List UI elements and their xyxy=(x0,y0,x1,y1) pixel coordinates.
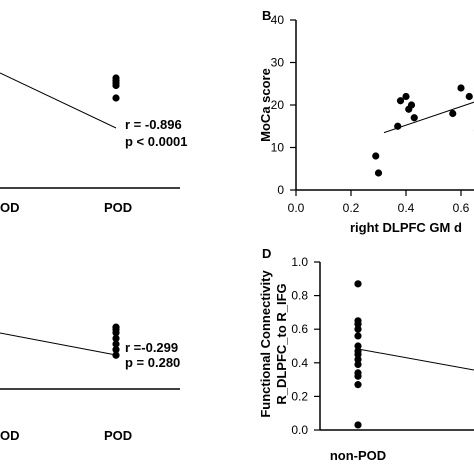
panel-d: D 0.0 0.2 0.4 0.6 0.8 1.0 Functional Connecti… xyxy=(258,246,474,463)
panel-c-point xyxy=(112,325,120,333)
panel-a-point xyxy=(112,74,120,82)
panel-b-y-tick-label: 10 xyxy=(271,141,285,155)
panel-a-stat-p: p < 0.0001 xyxy=(125,134,188,149)
panel-b-point xyxy=(405,105,413,113)
panel-d-y-ticks: 0.0 0.2 0.4 0.6 0.8 1.0 xyxy=(291,255,320,437)
panel-a-point xyxy=(112,94,120,102)
panel-d-y-tick-label: 0.6 xyxy=(291,322,308,336)
panel-b-y-ticks: 0 10 20 30 40 xyxy=(271,13,296,197)
panel-d-trend-line xyxy=(357,348,474,371)
panel-a-trend-line xyxy=(0,72,117,129)
panel-b-label: B xyxy=(262,8,271,23)
panel-c: r =-0.299 p = 0.280 OD POD xyxy=(0,323,180,443)
panel-c-point xyxy=(112,346,120,354)
panel-b-y-tick-label: 0 xyxy=(277,183,284,197)
panel-b-x-tick-label: 0.6 xyxy=(453,201,470,215)
panel-a-points xyxy=(112,74,120,102)
panel-b-y-tick-label: 30 xyxy=(271,56,285,70)
panel-c-cat-label-1: POD xyxy=(104,428,132,443)
panel-d-y-axis-title-line2: R_DLPFC_to R_IFG xyxy=(274,283,289,404)
panel-b-point xyxy=(394,122,402,130)
panel-b-point xyxy=(372,152,380,160)
panel-b-point xyxy=(374,169,383,177)
panel-b-point xyxy=(396,97,405,105)
panel-d-y-axis-title-line1: Functional Connectivity xyxy=(258,270,273,418)
panel-b-y-tick-label: 40 xyxy=(271,13,285,27)
panel-a-cat-label-1: POD xyxy=(104,200,132,215)
panel-d-point xyxy=(354,332,362,340)
panel-c-cat-label-0: OD xyxy=(0,428,20,443)
panel-d-point xyxy=(354,372,362,380)
panel-b-point xyxy=(402,92,410,101)
panel-b-y-axis-title: MoCa score xyxy=(258,68,273,142)
panel-b-point xyxy=(449,109,457,118)
panel-c-point xyxy=(112,334,120,342)
panel-d-y-tick-label: 0.2 xyxy=(291,389,308,403)
panel-d-y-tick-label: 0.0 xyxy=(291,423,308,437)
panel-c-stat-p: p = 0.280 xyxy=(125,355,180,370)
panel-c-points xyxy=(112,323,120,359)
panel-a-cat-label-0: OD xyxy=(0,200,20,215)
panel-c-trend-line xyxy=(0,332,117,356)
panel-c-stat-r: r =-0.299 xyxy=(125,340,178,355)
panel-b-points xyxy=(372,84,474,177)
panel-d-point xyxy=(354,342,362,350)
panel-b-x-ticks: 0.0 0.2 0.4 0.6 xyxy=(288,190,470,215)
panel-b-trend-line xyxy=(383,101,474,134)
panel-a: r = -0.896 p < 0.0001 OD POD xyxy=(0,72,188,215)
panel-d-cat-label-0: non-POD xyxy=(330,448,386,463)
panel-c-point xyxy=(112,340,120,348)
panel-b-x-tick-label: 0.2 xyxy=(343,201,360,215)
panel-b-x-axis-title: right DLPFC GM d xyxy=(350,220,462,235)
panel-b-point xyxy=(410,114,418,122)
panel-d-point xyxy=(354,360,362,369)
panel-d-y-tick-label: 0.8 xyxy=(291,289,308,303)
panel-d-point xyxy=(354,381,362,389)
panel-d-label: D xyxy=(262,246,271,261)
panel-d-point xyxy=(354,280,362,288)
panel-d-points xyxy=(354,280,362,429)
panel-b-x-tick-label: 0.0 xyxy=(288,201,305,215)
panel-a-stat-r: r = -0.896 xyxy=(125,117,182,132)
panel-d-point xyxy=(354,421,362,429)
panel-d-point xyxy=(354,350,362,358)
panel-d-point xyxy=(354,320,362,328)
panel-d-y-tick-label: 0.4 xyxy=(291,356,308,370)
panel-b-point xyxy=(457,84,465,92)
panel-b-y-tick-label: 20 xyxy=(271,98,285,112)
panel-b: B 0 10 20 30 40 0.0 0.2 0.4 0.6 MoCa score righ… xyxy=(258,8,474,235)
panel-d-point xyxy=(354,355,362,364)
panel-c-point xyxy=(112,351,120,359)
panel-b-point xyxy=(465,92,473,101)
panel-d-y-tick-label: 1.0 xyxy=(291,255,308,269)
panel-b-x-tick-label: 0.4 xyxy=(398,201,415,215)
panel-d-point xyxy=(354,325,362,333)
panel-a-point xyxy=(112,81,120,90)
